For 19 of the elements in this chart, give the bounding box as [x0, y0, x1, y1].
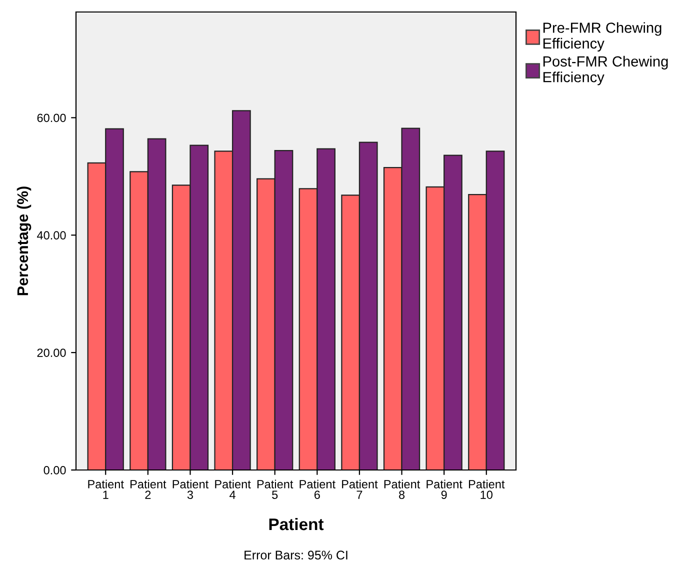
- x-tick-label: Patient 3: [172, 480, 209, 499]
- x-tick-label: Patient 5: [257, 480, 294, 499]
- x-tick-label: Patient 6: [300, 480, 336, 499]
- legend-label: Post-FMR Chewing Efficiency: [543, 56, 668, 86]
- x-tick-label: Patient 10: [468, 480, 505, 499]
- x-tick-label: Patient 7: [342, 480, 378, 499]
- x-tick-label: Patient 8: [384, 480, 420, 499]
- y-tick-label: 20.00: [37, 348, 66, 357]
- y-tick-label: 40.00: [37, 231, 66, 240]
- text: Error Bars: 95% CI: [244, 550, 348, 560]
- x-axis-title: Patient: [269, 518, 324, 530]
- y-tick-label: 0.00: [44, 466, 66, 474]
- x-tick-label: Patient 4: [215, 480, 251, 499]
- x-tick-label: Patient 1: [88, 480, 124, 499]
- x-tick-label: Patient 2: [130, 480, 166, 499]
- legend-label: Pre-FMR Chewing Efficiency: [543, 22, 662, 52]
- y-axis-title: Percentage (%): [16, 186, 32, 296]
- x-tick-label: Patient 9: [426, 480, 462, 499]
- y-tick-label: 60.00: [37, 114, 66, 122]
